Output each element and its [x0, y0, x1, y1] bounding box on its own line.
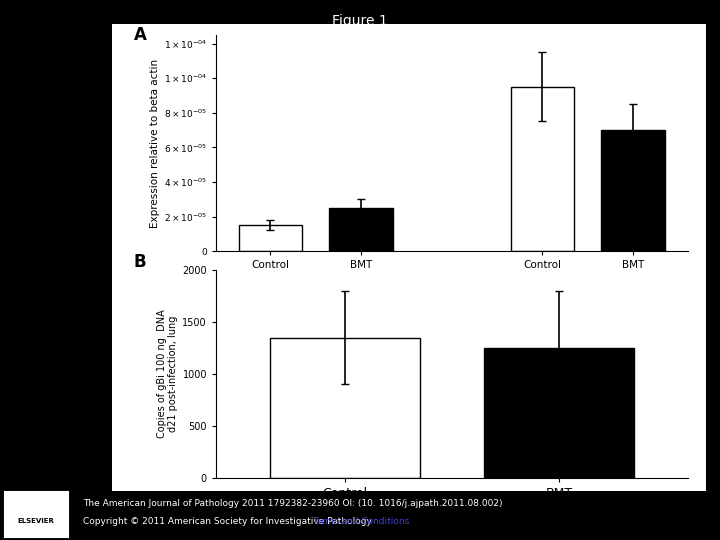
Bar [510, 87, 575, 251]
Text: Figure 1: Figure 1 [332, 14, 388, 28]
Bar [269, 338, 420, 478]
Bar [484, 348, 634, 478]
Bar [601, 130, 665, 251]
Text: M3: M3 [579, 292, 597, 305]
Y-axis label: Copies of gBi 100 ng  DNA
d21 post-infection, lung: Copies of gBi 100 ng DNA d21 post-infect… [156, 309, 178, 438]
Text: A: A [133, 26, 146, 44]
Bar [238, 225, 302, 251]
Text: B: B [133, 253, 146, 272]
Text: ELSEVIER: ELSEVIER [17, 518, 55, 524]
Text: Terms and Conditions: Terms and Conditions [312, 517, 409, 526]
Bar [329, 208, 393, 251]
Text: Copyright © 2011 American Society for Investigative Pathology: Copyright © 2011 American Society for In… [83, 517, 374, 526]
Text: The American Journal of Pathology 2011 1792382-23960 OI: (10. 1016/j.ajpath.2011: The American Journal of Pathology 2011 1… [83, 500, 503, 509]
Y-axis label: Expression relative to beta actin: Expression relative to beta actin [150, 58, 160, 228]
Text: gB: gB [307, 292, 324, 305]
